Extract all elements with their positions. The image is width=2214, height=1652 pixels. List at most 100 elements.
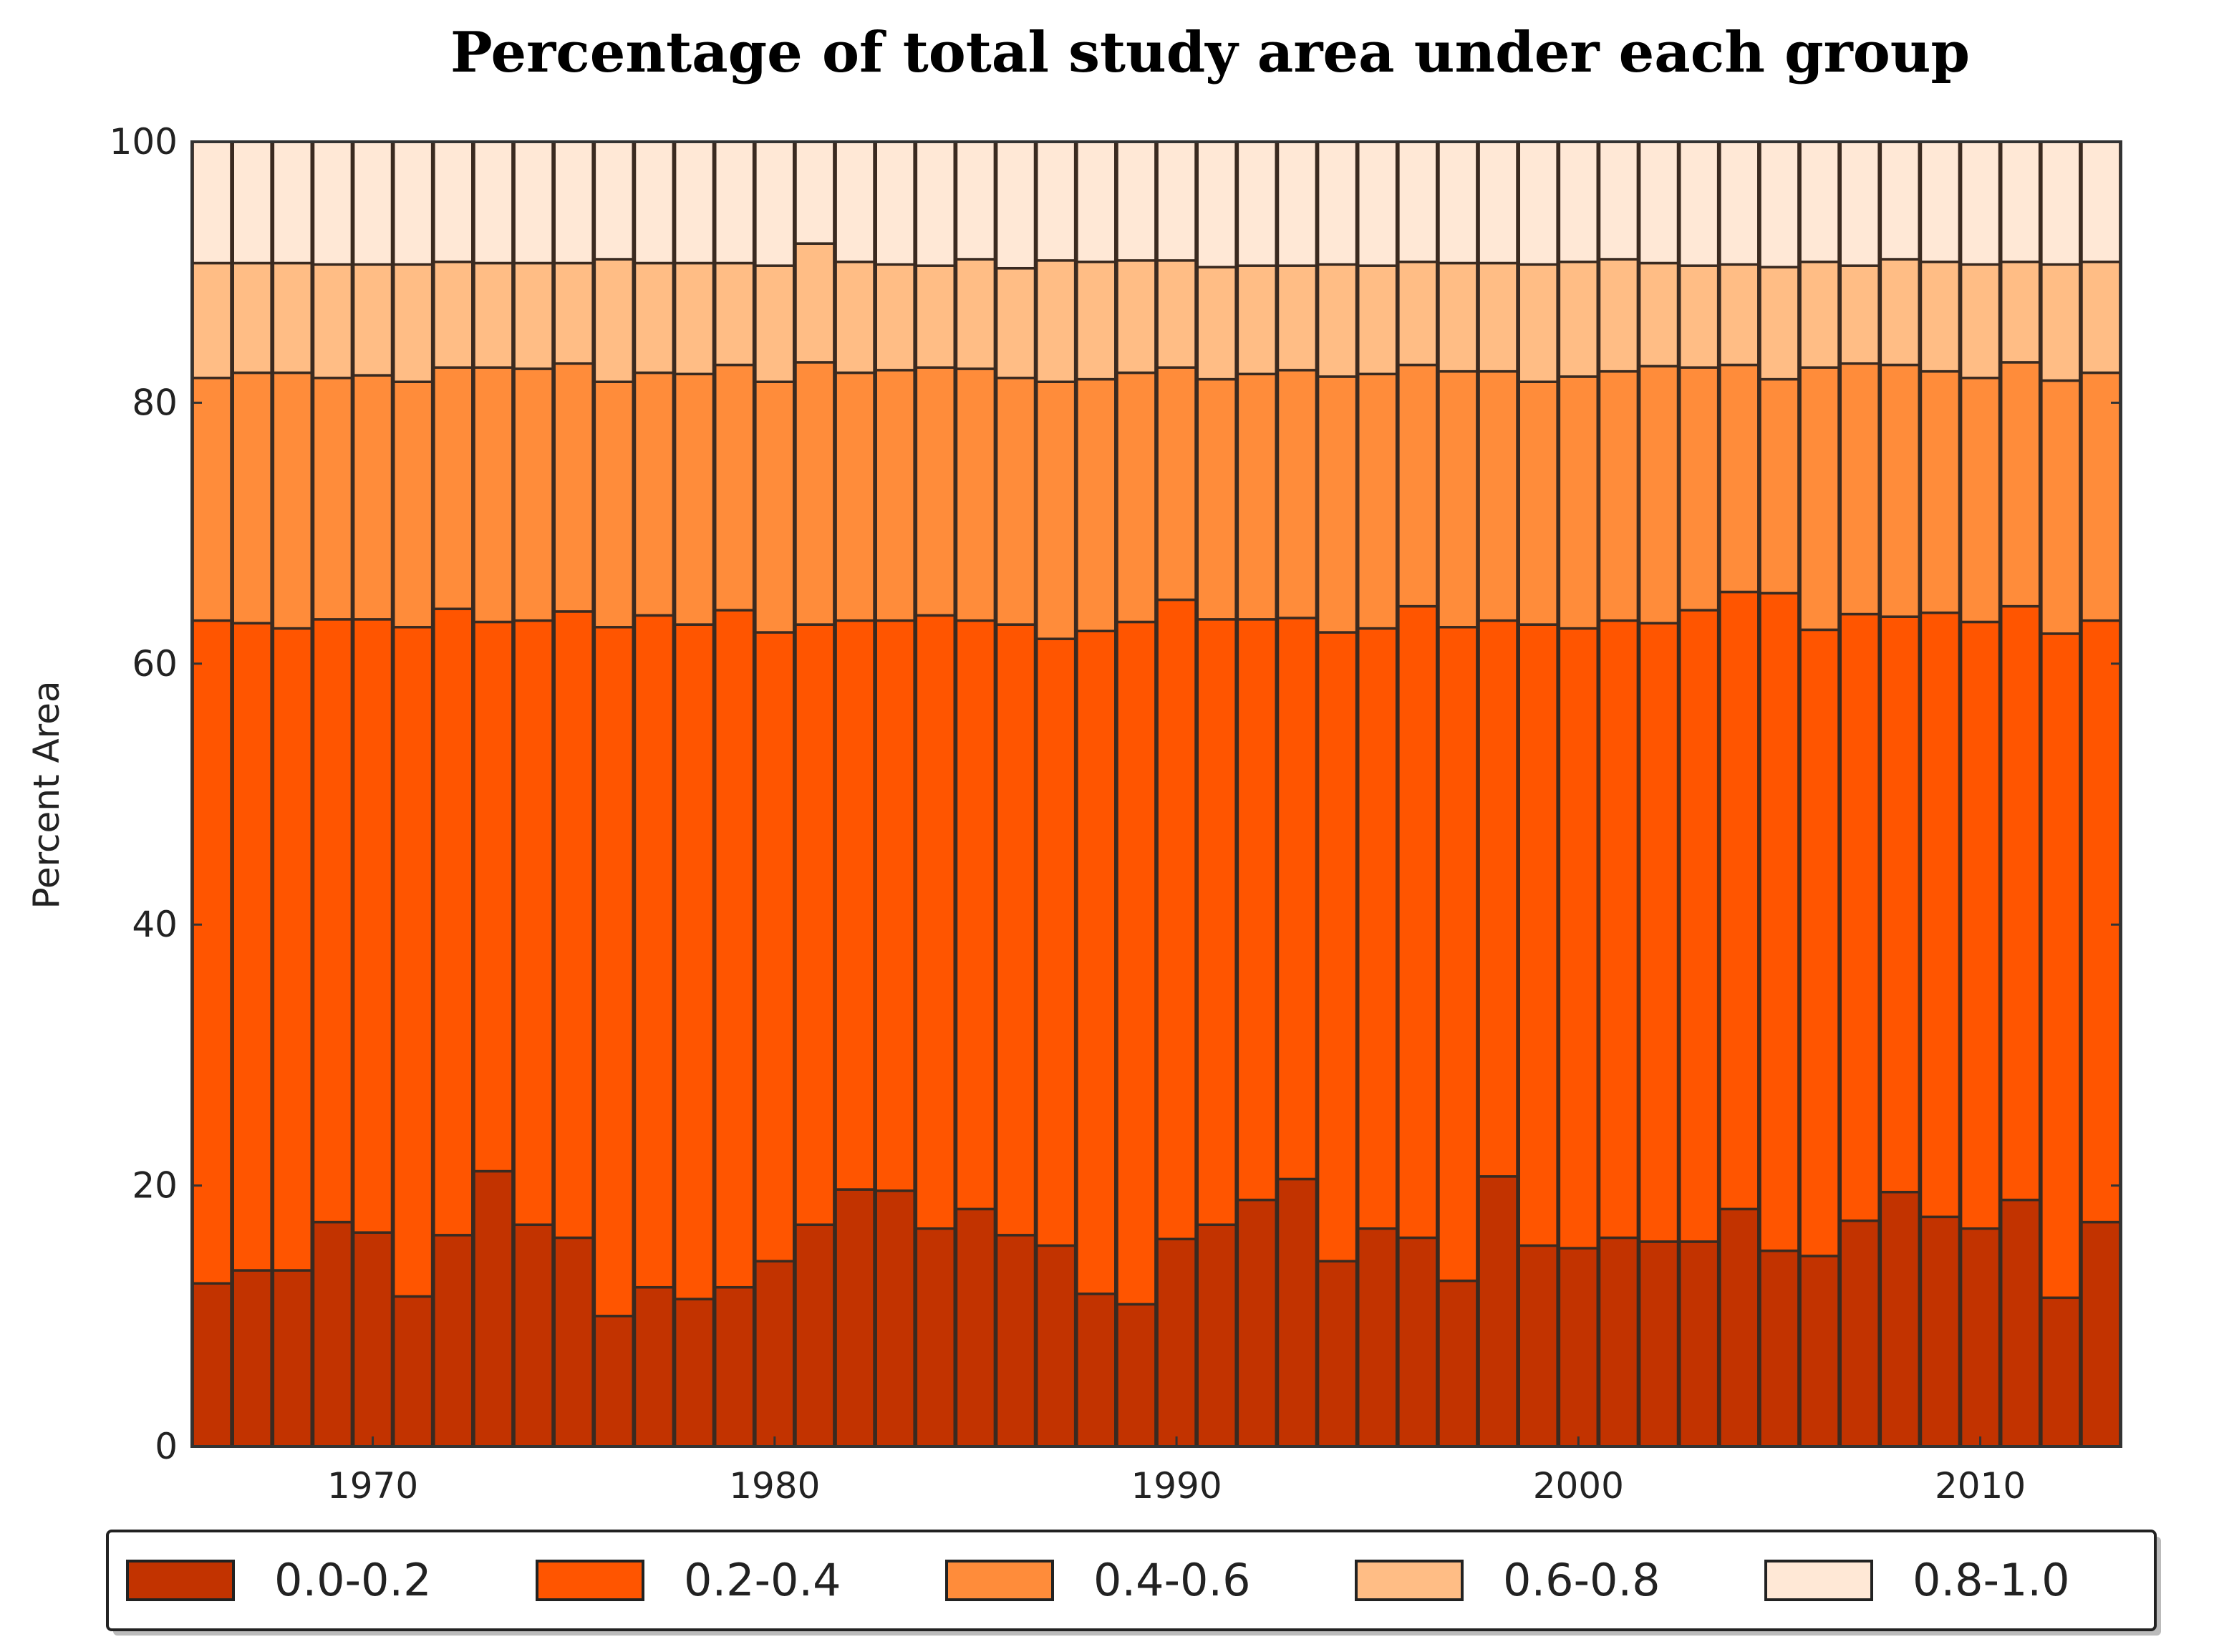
- bar-2010-series-2: [1959, 377, 2001, 624]
- bar-1972-series-2: [432, 366, 474, 611]
- bar-1986-series-3: [995, 266, 1037, 380]
- legend-label-0: 0.0-0.2: [274, 1554, 432, 1606]
- bar-2008-series-0: [1879, 1190, 1921, 1448]
- bar-1993-series-4: [1276, 140, 1318, 267]
- bar-1979-series-2: [713, 363, 755, 612]
- bar-1975-series-3: [553, 261, 594, 365]
- bar-2008-series-4: [1879, 140, 1921, 261]
- bar-1991-series-3: [1196, 266, 1237, 381]
- bars: [191, 140, 2122, 1448]
- bar-1998-series-1: [1477, 619, 1519, 1178]
- bar-1992-series-2: [1236, 372, 1278, 621]
- bar-1977-series-0: [633, 1285, 675, 1448]
- bar-1999-series-1: [1517, 623, 1559, 1247]
- bar-2004-series-2: [1718, 363, 1760, 594]
- bar-2007-series-2: [1839, 362, 1880, 616]
- bar-1980-series-2: [754, 380, 796, 634]
- bar-1999-series-3: [1517, 263, 1559, 383]
- y-tick-label-0: 0: [155, 1426, 178, 1467]
- bar-1972-series-3: [432, 260, 474, 369]
- bar-2003-series-2: [1678, 366, 1720, 612]
- bar-1987-series-0: [1035, 1244, 1077, 1448]
- x-tick-label-2010: 2010: [1935, 1465, 2026, 1507]
- bar-1988-series-4: [1075, 140, 1117, 264]
- bar-1968-series-1: [271, 627, 314, 1272]
- bar-1998-series-2: [1477, 369, 1519, 622]
- legend-swatch-4: [1764, 1560, 1873, 1601]
- bar-1993-series-0: [1276, 1177, 1318, 1448]
- bar-1984-series-4: [914, 140, 957, 267]
- bar-1969-series-1: [311, 618, 354, 1224]
- bar-2009-series-1: [1919, 611, 1961, 1219]
- bar-2000-series-2: [1557, 375, 1600, 630]
- legend-swatch-2: [945, 1560, 1054, 1601]
- bar-1989-series-4: [1116, 140, 1157, 262]
- bar-1989-series-0: [1116, 1303, 1157, 1448]
- bar-2012-series-1: [2040, 632, 2082, 1300]
- bar-1996-series-3: [1397, 260, 1439, 367]
- bar-1968-series-2: [271, 371, 314, 630]
- bar-2001-series-3: [1597, 258, 1640, 373]
- bar-2002-series-2: [1638, 364, 1680, 625]
- bar-1978-series-0: [673, 1298, 715, 1448]
- bar-1998-series-4: [1477, 140, 1519, 265]
- bar-2000-series-3: [1557, 260, 1600, 378]
- bar-1976-series-4: [593, 140, 635, 261]
- bar-1982-series-2: [834, 371, 876, 622]
- bar-1997-series-3: [1437, 261, 1479, 373]
- bar-2005-series-2: [1759, 377, 1800, 595]
- bar-2001-series-0: [1597, 1236, 1640, 1448]
- bar-1992-series-3: [1236, 264, 1278, 376]
- bar-2000-series-4: [1557, 140, 1600, 264]
- bar-1980-series-3: [754, 264, 796, 383]
- bar-1998-series-0: [1477, 1175, 1519, 1448]
- bar-1982-series-0: [834, 1188, 876, 1448]
- bar-2006-series-1: [1799, 628, 1840, 1257]
- bar-1992-series-4: [1236, 140, 1278, 267]
- bar-2009-series-0: [1919, 1215, 1961, 1448]
- x-tick-label-1990: 1990: [1131, 1465, 1222, 1507]
- bar-2007-series-4: [1839, 140, 1880, 267]
- bar-1966-series-2: [191, 377, 233, 622]
- bar-1976-series-2: [593, 380, 635, 629]
- bar-1979-series-4: [713, 140, 755, 265]
- bar-1981-series-0: [794, 1223, 836, 1448]
- bar-1997-series-4: [1437, 140, 1479, 265]
- bar-2011-series-2: [1999, 361, 2041, 608]
- bar-2006-series-4: [1799, 140, 1840, 264]
- legend-label-4: 0.8-1.0: [1913, 1554, 2070, 1606]
- bar-1967-series-4: [231, 140, 273, 265]
- y-tick-label-40: 40: [132, 904, 178, 945]
- bar-1990-series-4: [1156, 140, 1197, 262]
- bar-1999-series-2: [1517, 380, 1559, 626]
- bar-1986-series-0: [995, 1234, 1037, 1448]
- bar-1974-series-0: [513, 1223, 554, 1448]
- bar-1988-series-2: [1075, 377, 1117, 632]
- bar-2001-series-2: [1597, 369, 1640, 622]
- bar-1996-series-2: [1397, 363, 1439, 608]
- bar-1997-series-2: [1437, 369, 1479, 629]
- bar-1988-series-1: [1075, 629, 1117, 1295]
- bar-2003-series-0: [1678, 1240, 1720, 1448]
- bar-1990-series-1: [1156, 598, 1197, 1241]
- bar-1983-series-0: [874, 1189, 916, 1448]
- bar-2011-series-0: [1999, 1198, 2041, 1448]
- bar-1966-series-4: [191, 140, 233, 265]
- bar-1987-series-3: [1035, 259, 1077, 383]
- bar-2008-series-2: [1879, 363, 1921, 618]
- bar-1988-series-3: [1075, 260, 1117, 381]
- bar-1991-series-1: [1196, 618, 1237, 1227]
- chart-title: Percentage of total study area under eac…: [450, 20, 1970, 85]
- bar-1978-series-4: [673, 140, 715, 265]
- bar-2001-series-4: [1597, 140, 1640, 261]
- bar-2006-series-0: [1799, 1255, 1840, 1448]
- y-tick-label-100: 100: [110, 121, 178, 163]
- bar-1983-series-2: [874, 369, 916, 622]
- bar-2008-series-3: [1879, 258, 1921, 367]
- bar-1968-series-0: [271, 1269, 314, 1448]
- bar-1978-series-3: [673, 261, 715, 376]
- bar-1967-series-3: [231, 261, 273, 375]
- bar-1972-series-4: [432, 140, 474, 264]
- bar-2012-series-3: [2040, 263, 2082, 382]
